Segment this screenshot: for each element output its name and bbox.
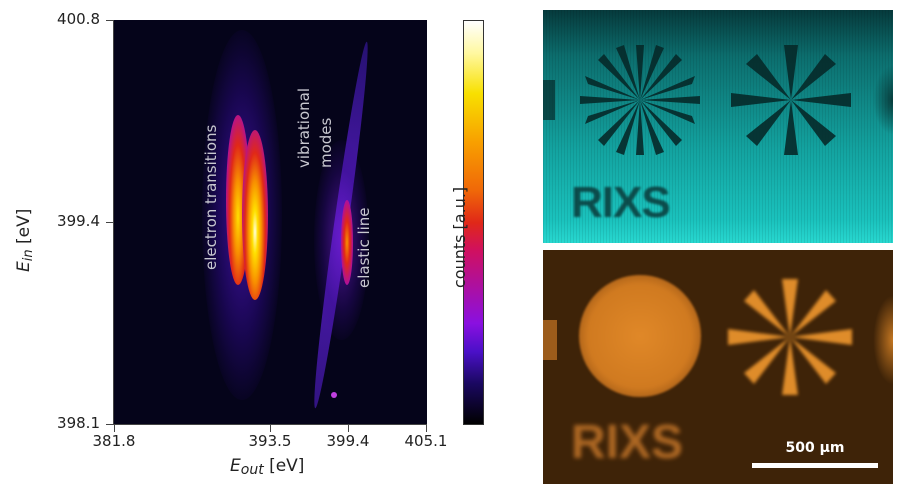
- y-tick-label: 400.8: [57, 10, 100, 28]
- siemens-star-coarse-rixs: [728, 279, 852, 395]
- x-tick-label: 405.1: [404, 432, 448, 450]
- colorbar-label: counts [a.u.]: [450, 186, 469, 288]
- scale-bar: [752, 463, 878, 468]
- x-tick: [426, 424, 427, 432]
- y-axis-title-sub: in: [21, 249, 36, 262]
- x-tick-label: 381.8: [92, 432, 136, 450]
- y-tick-label: 398.1: [57, 414, 100, 432]
- x-tick: [270, 424, 271, 432]
- rixs-image-orange: RIXS: [543, 250, 893, 484]
- annotation-elastic-line: elastic line: [355, 207, 373, 288]
- y-axis-title: Ein [eV]: [14, 208, 36, 272]
- x-axis-title-main: E: [230, 456, 241, 476]
- electron-transitions-core-2: [242, 130, 268, 300]
- rixs-text-top: RIXS: [571, 178, 671, 227]
- rixs-text-bottom: RIXS: [571, 416, 684, 469]
- x-axis-title-unit: [eV]: [263, 456, 305, 476]
- x-tick: [348, 424, 349, 432]
- partial-star-left-rixs: [543, 320, 557, 360]
- partial-star-left: [543, 80, 555, 120]
- y-tick: [106, 20, 114, 21]
- x-tick-label: 399.4: [326, 432, 370, 450]
- siemens-star-coarse: [731, 45, 851, 155]
- siemens-star-fine: [580, 45, 700, 155]
- elastic-line-peak: [341, 200, 353, 285]
- y-axis-title-unit: [eV]: [14, 208, 34, 250]
- x-tick-label: 393.5: [248, 432, 292, 450]
- x-axis-title: Eout [eV]: [230, 456, 305, 478]
- partial-star-right-rixs: [873, 295, 893, 385]
- scale-bar-label: 500 µm: [785, 440, 845, 456]
- transmission-image-cyan: RIXS: [543, 10, 893, 243]
- y-tick: [106, 222, 114, 223]
- elastic-line-dot: [331, 392, 337, 398]
- colorbar: [463, 20, 484, 425]
- partial-star-right: [873, 65, 893, 135]
- y-axis-title-main: E: [14, 261, 34, 272]
- x-axis-title-sub: out: [240, 462, 264, 478]
- y-tick-label: 399.4: [57, 212, 100, 230]
- annotation-electron-transitions: electron transitions: [202, 124, 220, 270]
- y-tick: [106, 424, 114, 425]
- annotation-modes: modes: [317, 117, 335, 168]
- siemens-star-fine-rixs: [579, 275, 701, 397]
- annotation-vibrational: vibrational: [295, 87, 313, 168]
- rixs-heatmap: electron transitions vibrational modes e…: [114, 20, 427, 424]
- x-tick: [114, 424, 115, 432]
